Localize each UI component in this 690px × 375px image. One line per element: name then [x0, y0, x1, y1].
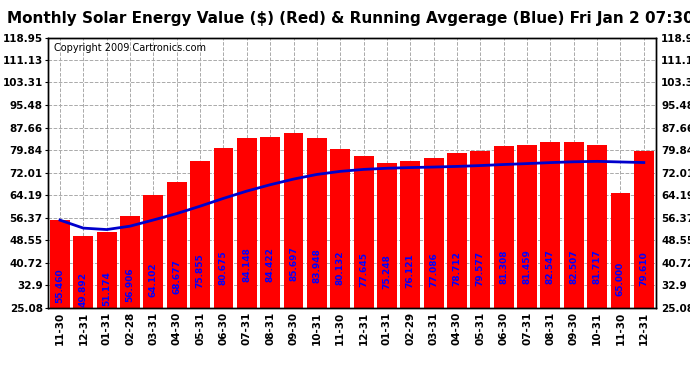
Bar [237, 138, 257, 308]
Text: 76.121: 76.121 [406, 254, 415, 288]
Bar [120, 216, 140, 308]
Bar [611, 193, 631, 308]
Text: 79.610: 79.610 [640, 251, 649, 286]
Text: 49.892: 49.892 [79, 272, 88, 307]
Bar [331, 149, 350, 308]
Bar [50, 220, 70, 308]
Text: 78.712: 78.712 [453, 252, 462, 286]
Text: Copyright 2009 Cartronics.com: Copyright 2009 Cartronics.com [55, 43, 206, 53]
Text: 75.855: 75.855 [195, 254, 205, 288]
Bar [284, 133, 304, 308]
Bar [634, 151, 653, 308]
Text: 82.507: 82.507 [569, 249, 578, 284]
Text: 83.948: 83.948 [313, 248, 322, 283]
Text: 84.422: 84.422 [266, 248, 275, 282]
Text: 85.697: 85.697 [289, 246, 298, 281]
Bar [190, 162, 210, 308]
Text: 75.248: 75.248 [382, 254, 391, 289]
Text: 81.459: 81.459 [522, 249, 531, 284]
Bar [494, 146, 513, 308]
Bar [354, 156, 373, 308]
Bar [307, 138, 327, 308]
Bar [377, 163, 397, 308]
Bar [424, 158, 444, 308]
Bar [471, 151, 491, 308]
Text: 65.000: 65.000 [616, 262, 625, 296]
Bar [260, 137, 280, 308]
Bar [540, 142, 560, 308]
Bar [73, 236, 93, 308]
Text: 84.148: 84.148 [242, 248, 251, 282]
Text: 68.677: 68.677 [172, 259, 181, 294]
Text: 77.086: 77.086 [429, 253, 438, 288]
Text: 81.717: 81.717 [593, 249, 602, 284]
Text: 77.645: 77.645 [359, 252, 368, 287]
Bar [97, 232, 117, 308]
Text: 64.102: 64.102 [149, 262, 158, 297]
Text: 51.174: 51.174 [102, 271, 111, 306]
Text: 80.132: 80.132 [336, 251, 345, 285]
Text: 56.906: 56.906 [126, 267, 135, 302]
Bar [144, 195, 164, 308]
Bar [213, 148, 233, 308]
Text: 80.675: 80.675 [219, 250, 228, 285]
Text: 82.547: 82.547 [546, 249, 555, 284]
Text: Monthly Solar Energy Value ($) (Red) & Running Avgerage (Blue) Fri Jan 2 07:30: Monthly Solar Energy Value ($) (Red) & R… [7, 11, 690, 26]
Bar [587, 145, 607, 308]
Text: 79.577: 79.577 [476, 251, 485, 286]
Bar [167, 182, 187, 308]
Bar [400, 161, 420, 308]
Bar [447, 153, 467, 308]
Bar [564, 142, 584, 308]
Bar [517, 146, 537, 308]
Text: 81.308: 81.308 [499, 250, 509, 284]
Text: 55.460: 55.460 [55, 268, 64, 303]
